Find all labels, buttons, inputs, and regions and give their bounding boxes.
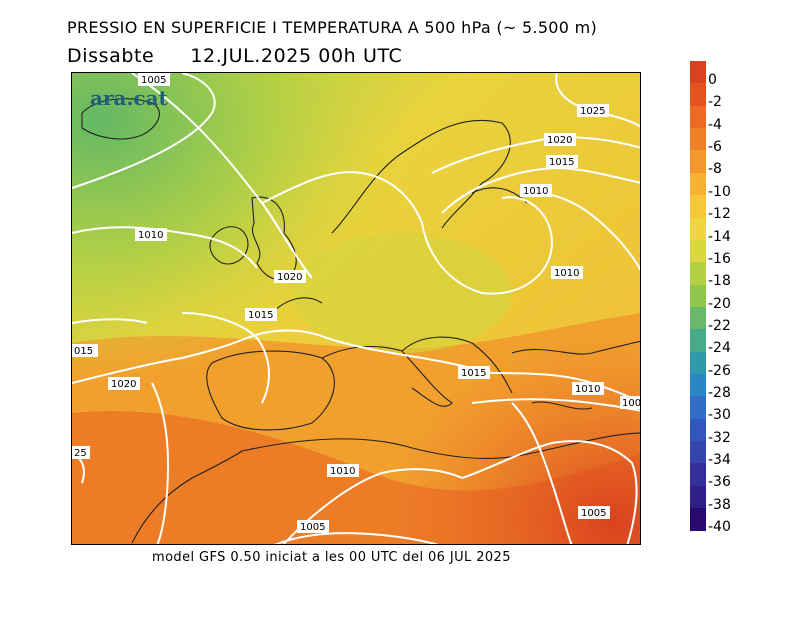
colorbar-label: -16: [708, 250, 731, 267]
colorbar-swatch: [690, 374, 706, 397]
colorbar-label: -2: [708, 94, 722, 111]
colorbar-swatch: [690, 61, 706, 84]
colorbar-label: -24: [708, 340, 731, 357]
colorbar-swatch: [690, 83, 706, 106]
colorbar-label: -8: [708, 161, 722, 178]
svg-text:100: 100: [622, 398, 641, 409]
colorbar-label: 0: [708, 72, 717, 88]
svg-text:1005: 1005: [300, 522, 325, 533]
svg-text:1005: 1005: [581, 508, 606, 519]
isobar-label: 1010: [520, 184, 552, 197]
colorbar-label: -40: [708, 519, 731, 536]
cool-pool: [292, 233, 512, 353]
colorbar-swatch: [690, 441, 706, 464]
isobar-label: 1025: [577, 104, 609, 117]
svg-text:1015: 1015: [248, 310, 273, 321]
isobar-label: 1010: [572, 382, 604, 395]
colorbar-swatch: [690, 128, 706, 151]
colorbar-label: -20: [708, 295, 731, 312]
colorbar-label: -10: [708, 183, 731, 200]
colorbar-swatch: [690, 418, 706, 442]
isobars: [72, 73, 640, 544]
isobar-label: 1010: [327, 464, 359, 477]
model-info: model GFS 0.50 iniciat a les 00 UTC del …: [152, 550, 511, 565]
isobar-label: 1020: [544, 133, 576, 146]
forecast-day: Dissabte: [67, 45, 155, 67]
colorbar-swatch: [690, 105, 706, 129]
svg-text:1010: 1010: [523, 186, 548, 197]
colorbar-label: -14: [708, 228, 731, 245]
colorbar-swatch: [690, 306, 706, 330]
isobar-label: 1010: [551, 266, 583, 279]
svg-text:1025: 1025: [580, 106, 605, 117]
svg-text:1010: 1010: [554, 268, 579, 279]
colorbar-swatch: [690, 217, 706, 240]
colorbar-swatch: [690, 172, 706, 196]
forecast-date: 12.JUL.2025 00h UTC: [190, 45, 403, 67]
colorbar-label: -38: [708, 496, 731, 513]
ara-cat-logo[interactable]: ara.cat: [90, 86, 168, 110]
isobar-label: 100: [620, 396, 641, 409]
colorbar-label: -34: [708, 452, 731, 469]
isobar-label: 1020: [108, 377, 140, 390]
colorbar-label: -32: [708, 429, 731, 446]
isobar-label: 1020: [274, 270, 306, 283]
colorbar-label: -18: [708, 273, 731, 290]
svg-text:1015: 1015: [461, 368, 486, 379]
colorbar-swatch: [690, 396, 706, 419]
isobar-label: 1015: [245, 308, 277, 321]
isobar-label: 1010: [135, 228, 167, 241]
colorbar-swatch: [690, 262, 706, 285]
svg-text:25: 25: [74, 448, 87, 459]
map-canvas: 1005 1025 1020 1015 1010 1010 1010 1020 …: [72, 73, 641, 544]
isobar-label: 1015: [458, 366, 490, 379]
colorbar-swatch: [690, 508, 706, 531]
colorbar-swatch: [690, 239, 706, 263]
svg-text:015: 015: [74, 346, 93, 357]
svg-text:1010: 1010: [575, 384, 600, 395]
colorbar-label: -26: [708, 362, 731, 379]
svg-text:1010: 1010: [330, 466, 355, 477]
colorbar-swatch: [690, 485, 706, 509]
colorbar-swatch: [690, 463, 706, 486]
isobar-label: 1015: [546, 155, 578, 168]
svg-text:1020: 1020: [111, 379, 136, 390]
forecast-datetime: Dissabte 12.JUL.2025 00h UTC: [67, 45, 438, 67]
colorbar-label: -12: [708, 206, 731, 223]
isobar-label: 25: [72, 446, 90, 459]
chart-title: PRESSIO EN SUPERFICIE I TEMPERATURA A 50…: [67, 18, 598, 37]
isobar-label: 1005: [578, 506, 610, 519]
isobar-label: 015: [72, 344, 98, 357]
colorbar-label: -6: [708, 139, 722, 156]
svg-text:1015: 1015: [549, 157, 574, 168]
colorbar-label: -36: [708, 474, 731, 491]
svg-text:1010: 1010: [138, 230, 163, 241]
isobar-labels: 1005 1025 1020 1015 1010 1010 1010 1020 …: [72, 73, 641, 533]
svg-text:1020: 1020: [547, 135, 572, 146]
isobar-label: 1005: [138, 73, 170, 86]
colorbar-label: -28: [708, 385, 731, 402]
weather-map: 1005 1025 1020 1015 1010 1010 1010 1020 …: [71, 72, 641, 545]
colorbar-label: -22: [708, 317, 731, 334]
colorbar-swatch: [690, 195, 706, 218]
svg-text:1005: 1005: [141, 75, 166, 86]
colorbar-label: -30: [708, 407, 731, 424]
colorbar-swatch: [690, 351, 706, 375]
isobar-label: 1005: [297, 520, 329, 533]
colorbar-label: -4: [708, 116, 722, 133]
colorbar-swatch: [690, 284, 706, 307]
svg-text:1020: 1020: [277, 272, 302, 283]
temperature-colorbar: [690, 61, 706, 553]
colorbar-swatch: [690, 150, 706, 173]
colorbar-swatch: [690, 329, 706, 352]
